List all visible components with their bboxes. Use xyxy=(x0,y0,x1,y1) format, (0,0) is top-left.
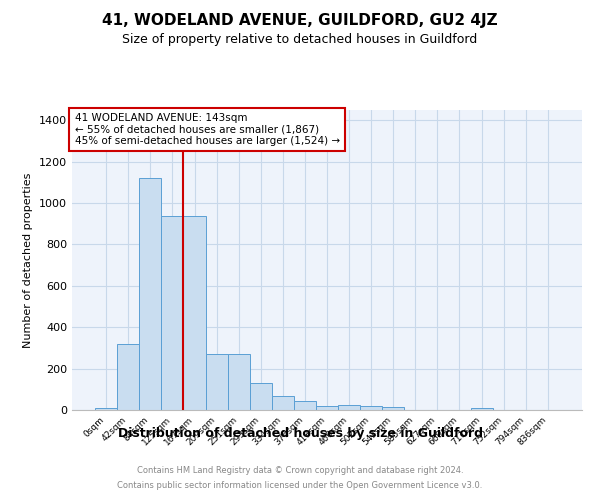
Bar xyxy=(294,401,316,410)
Bar xyxy=(139,178,161,410)
Bar xyxy=(95,408,117,410)
Bar xyxy=(117,344,139,410)
Bar xyxy=(360,406,382,410)
Text: Contains HM Land Registry data © Crown copyright and database right 2024.: Contains HM Land Registry data © Crown c… xyxy=(137,466,463,475)
Bar xyxy=(382,407,404,410)
Text: Distribution of detached houses by size in Guildford: Distribution of detached houses by size … xyxy=(118,428,482,440)
Bar xyxy=(338,406,360,410)
Bar xyxy=(470,408,493,410)
Text: 41 WODELAND AVENUE: 143sqm
← 55% of detached houses are smaller (1,867)
45% of s: 41 WODELAND AVENUE: 143sqm ← 55% of deta… xyxy=(74,113,340,146)
Y-axis label: Number of detached properties: Number of detached properties xyxy=(23,172,34,348)
Bar xyxy=(206,354,227,410)
Bar xyxy=(272,396,294,410)
Bar xyxy=(184,216,206,410)
Bar xyxy=(250,383,272,410)
Text: Contains public sector information licensed under the Open Government Licence v3: Contains public sector information licen… xyxy=(118,481,482,490)
Text: 41, WODELAND AVENUE, GUILDFORD, GU2 4JZ: 41, WODELAND AVENUE, GUILDFORD, GU2 4JZ xyxy=(102,12,498,28)
Text: Size of property relative to detached houses in Guildford: Size of property relative to detached ho… xyxy=(122,32,478,46)
Bar xyxy=(316,406,338,410)
Bar xyxy=(227,354,250,410)
Bar xyxy=(161,216,184,410)
